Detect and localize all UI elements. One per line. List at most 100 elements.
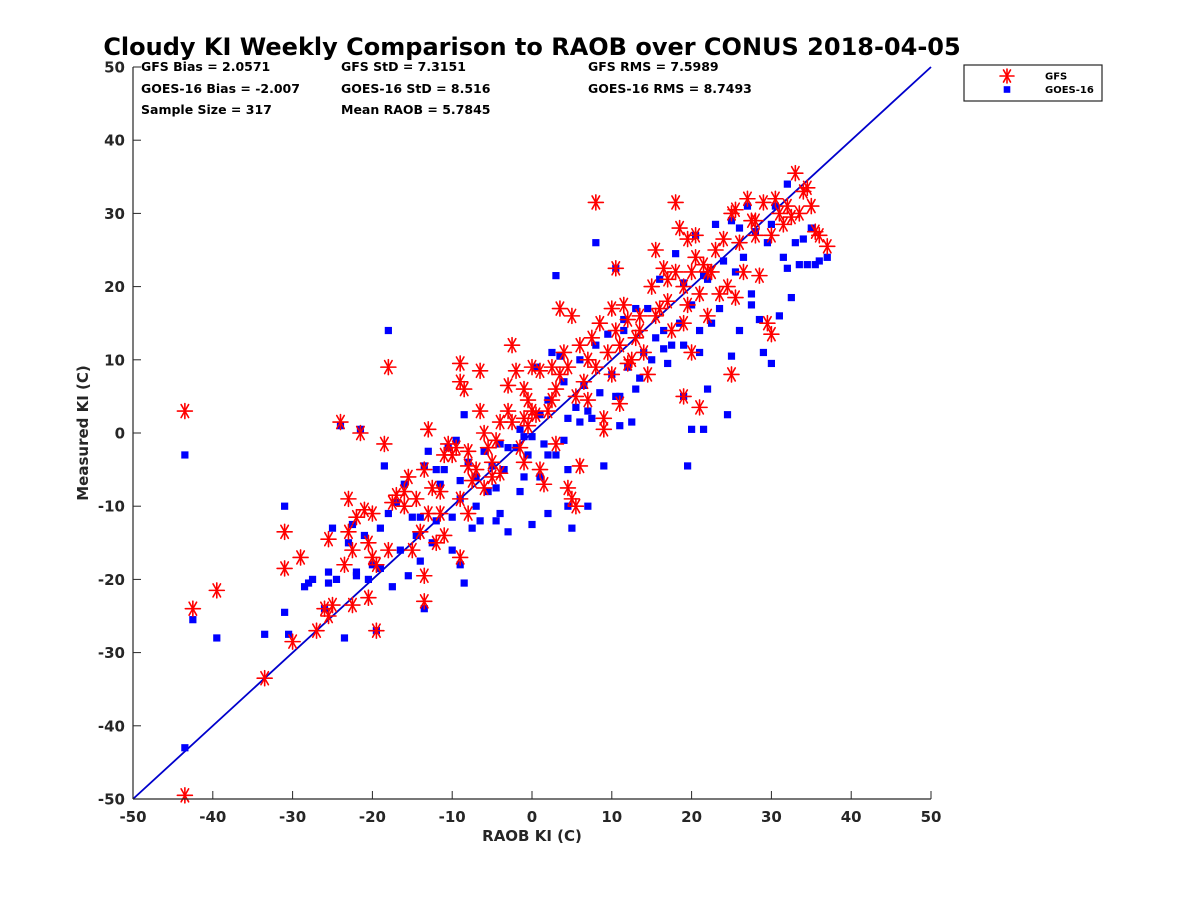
goes16-point [432, 517, 440, 525]
gfs-point [360, 589, 377, 607]
gfs-point [755, 194, 772, 211]
gfs-point [176, 787, 194, 804]
gfs-point [435, 527, 453, 544]
x-tick-label: -20 [359, 808, 386, 826]
goes16-point [324, 568, 333, 576]
gfs-point [739, 190, 756, 208]
goes16-point [572, 403, 580, 411]
gfs-point [659, 270, 676, 288]
goes16-point [496, 509, 504, 518]
gfs-point [675, 388, 692, 405]
goes16-point [328, 524, 337, 532]
goes16-point [684, 462, 692, 470]
gfs-point [344, 541, 361, 559]
gfs-point [344, 596, 361, 614]
goes16-point [304, 579, 313, 587]
gfs-point [603, 366, 621, 383]
goes16-point [703, 385, 712, 393]
goes16-point [779, 253, 787, 261]
goes16-point [468, 524, 476, 532]
goes16-point [783, 264, 791, 272]
gfs-point [587, 194, 605, 211]
gfs-point [727, 201, 744, 219]
gfs-point [559, 358, 577, 376]
gfs-point [451, 355, 469, 372]
goes16-point [560, 436, 568, 444]
goes16-point [644, 304, 652, 313]
stat-text: GOES-16 Bias = -2.007 [141, 81, 300, 96]
gfs-point [308, 622, 325, 639]
goes16-point [632, 385, 640, 393]
gfs-point [555, 344, 573, 361]
goes16-point [564, 414, 572, 422]
gfs-point [483, 453, 501, 471]
goes16-point [544, 451, 552, 459]
goes16-point [492, 517, 500, 525]
goes16-point [496, 440, 504, 448]
y-tick-label: 50 [104, 59, 125, 77]
goes16-point [711, 220, 720, 228]
legend: GFS GOES-16 [963, 64, 1103, 102]
gfs-point [184, 600, 202, 617]
gfs-point [759, 314, 776, 332]
gfs-point [256, 669, 273, 687]
gfs-point [459, 457, 477, 475]
gfs-point [316, 600, 333, 617]
y-tick-label: -20 [98, 571, 125, 589]
gfs-point [663, 322, 680, 339]
gfs-point [551, 366, 569, 383]
goes16-point [592, 341, 600, 349]
goes16-point [564, 466, 572, 474]
goes16-point [612, 392, 620, 400]
x-tick-label: 20 [681, 808, 702, 826]
gfs-point [711, 285, 728, 303]
gfs-point [360, 534, 377, 552]
gfs-point [679, 296, 696, 314]
legend-label: GFS [1045, 72, 1067, 83]
gfs-point [364, 549, 381, 566]
goes16-point [416, 557, 424, 565]
gfs-point [535, 475, 553, 493]
gfs-point [810, 227, 828, 244]
gfs-point [631, 307, 649, 325]
goes16-point [396, 546, 404, 554]
goes16-point [384, 509, 392, 518]
gfs-point [751, 267, 768, 284]
gfs-point [611, 395, 629, 413]
y-tick-label: 30 [104, 205, 125, 223]
goes16-point [456, 476, 464, 485]
gfs-point [607, 322, 625, 339]
y-tick-label: 20 [104, 278, 125, 296]
gfs-point [583, 329, 601, 347]
goes16-point [787, 293, 795, 302]
goes16-point [795, 261, 803, 269]
goes16-point [672, 250, 680, 258]
goes16-point [660, 345, 668, 353]
gfs-point [340, 490, 357, 508]
goes16-point [739, 253, 748, 261]
gfs-point [459, 442, 477, 460]
goes16-point [500, 466, 508, 474]
gfs-point [731, 234, 748, 251]
goes16-point [636, 374, 644, 382]
goes16-point [680, 341, 688, 349]
goes16-point [472, 502, 480, 510]
gfs-point [547, 380, 565, 398]
goes16-point [568, 524, 576, 532]
gfs-point [591, 314, 609, 332]
gfs-point [771, 205, 788, 222]
y-tick-label: -50 [98, 791, 125, 809]
goes16-point [755, 315, 764, 324]
gfs-point [531, 461, 549, 478]
legend-box [963, 64, 1103, 102]
goes16-point [460, 579, 468, 587]
stat-text: GFS RMS = 7.5989 [588, 59, 719, 74]
gfs-point [396, 497, 413, 515]
data-points [176, 164, 836, 804]
goes16-point [348, 520, 357, 529]
x-tick-label: -30 [279, 808, 306, 826]
gfs-point [332, 413, 349, 431]
gfs-point [519, 417, 537, 434]
gfs-point [818, 238, 836, 255]
